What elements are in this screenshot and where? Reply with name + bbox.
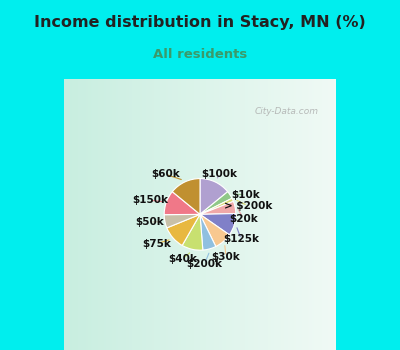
Text: $200k: $200k <box>186 259 222 269</box>
Text: > $200k: > $200k <box>224 201 272 211</box>
Wedge shape <box>200 201 236 214</box>
Text: $150k: $150k <box>132 195 168 205</box>
Text: $100k: $100k <box>202 169 238 179</box>
Text: $60k: $60k <box>151 169 180 179</box>
Wedge shape <box>200 192 232 214</box>
Wedge shape <box>164 214 200 228</box>
Wedge shape <box>200 214 236 235</box>
Text: $10k: $10k <box>231 190 260 200</box>
Wedge shape <box>200 214 229 246</box>
Text: $125k: $125k <box>223 234 259 244</box>
Text: All residents: All residents <box>153 48 247 61</box>
Text: $40k: $40k <box>168 254 197 264</box>
Text: $20k: $20k <box>229 214 258 224</box>
Text: $50k: $50k <box>136 217 164 227</box>
Wedge shape <box>172 178 200 214</box>
Wedge shape <box>167 214 200 245</box>
Wedge shape <box>200 198 233 214</box>
Text: City-Data.com: City-Data.com <box>255 107 319 116</box>
Wedge shape <box>200 214 216 250</box>
Wedge shape <box>164 192 200 215</box>
Text: $75k: $75k <box>142 239 171 248</box>
Wedge shape <box>182 214 203 250</box>
Text: $30k: $30k <box>212 252 240 262</box>
Wedge shape <box>200 178 228 214</box>
Text: Income distribution in Stacy, MN (%): Income distribution in Stacy, MN (%) <box>34 15 366 30</box>
